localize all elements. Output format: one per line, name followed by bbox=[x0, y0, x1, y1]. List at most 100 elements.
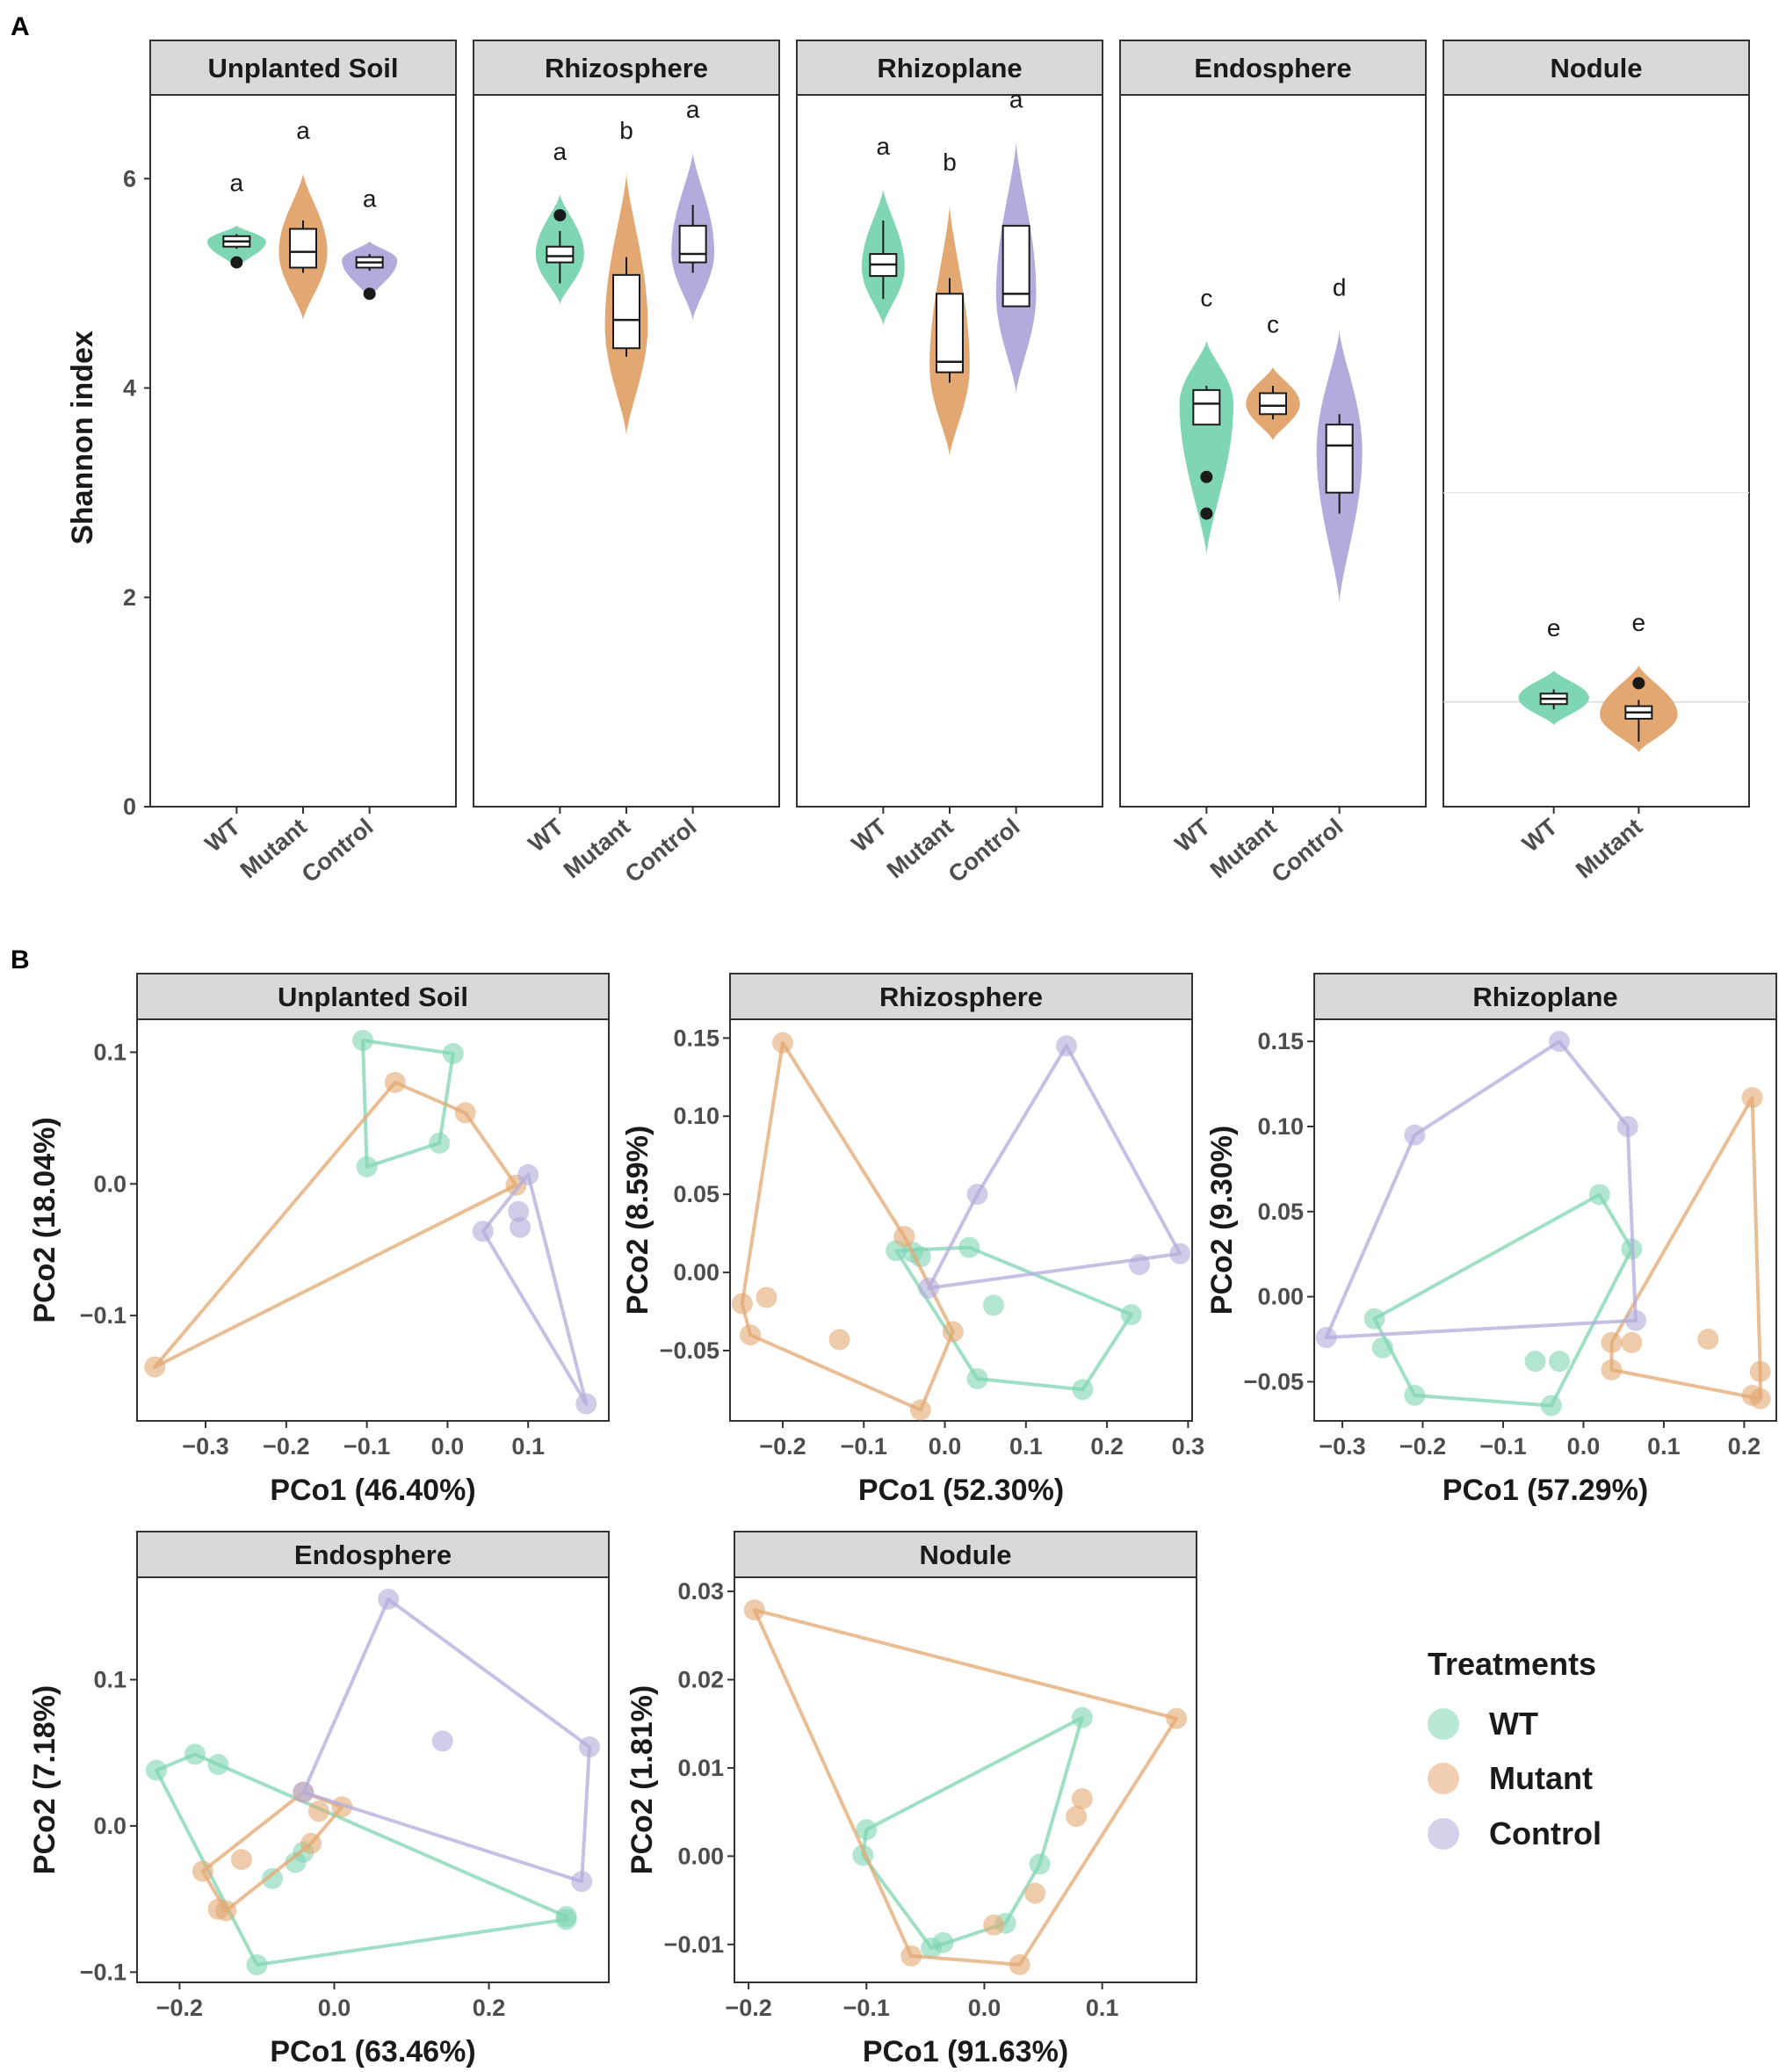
plot-area bbox=[136, 1018, 610, 1422]
facet-title: Nodule bbox=[919, 1540, 1011, 1570]
facet-panel bbox=[1443, 94, 1750, 808]
hull-wt bbox=[894, 1245, 1133, 1392]
significance-letter: e bbox=[1547, 614, 1561, 641]
legend-key-wt bbox=[1428, 1708, 1459, 1740]
facet-panel bbox=[1119, 94, 1427, 808]
point-wt bbox=[146, 1759, 168, 1781]
point-mutant bbox=[983, 1914, 1005, 1936]
point-wt bbox=[442, 1042, 464, 1064]
point-wt bbox=[207, 1754, 229, 1776]
point-mutant bbox=[307, 1800, 329, 1822]
x-tick-label: 0.0 bbox=[929, 1433, 962, 1460]
facet-title: Endosphere bbox=[1194, 53, 1351, 83]
point-control bbox=[1624, 1309, 1646, 1331]
point-control bbox=[571, 1871, 593, 1893]
significance-letter: d bbox=[1333, 274, 1347, 301]
x-tick-label: 0.1 bbox=[511, 1433, 545, 1460]
outlier-point bbox=[1632, 677, 1645, 690]
y-tick-label: 0.1 bbox=[93, 1666, 127, 1692]
treatments-legend: Treatments WT Mutant Control bbox=[1428, 1646, 1602, 1851]
x-tick-label: 0.3 bbox=[1172, 1433, 1205, 1460]
point-mutant bbox=[1697, 1329, 1719, 1351]
facet-strip bbox=[149, 40, 457, 96]
point-wt bbox=[555, 1909, 577, 1931]
point-mutant bbox=[215, 1900, 237, 1922]
x-tick-label: −0.2 bbox=[156, 1995, 203, 2021]
plot-area bbox=[729, 1018, 1193, 1422]
point-wt bbox=[856, 1819, 878, 1841]
point-mutant bbox=[756, 1286, 777, 1308]
pcoa-rhizoplane: Rhizoplane −0.3 −0.2 −0.1 0.0 0.1 0.2 −0.05 0.00… bbox=[1205, 973, 1777, 1507]
point-mutant bbox=[230, 1849, 252, 1871]
panel-a-violins: 0 2 4 6 Shannon index Unplanted Soil a WT a Mutan… bbox=[66, 40, 1750, 888]
pcoa-endosphere: Endosphere −0.2 0.0 0.2 −0.1 0.0 0.1 PCo1 (63.4… bbox=[28, 1531, 610, 2068]
x-axis-title: PCo1 (52.30%) bbox=[858, 1474, 1064, 1507]
point-wt bbox=[1549, 1351, 1571, 1373]
point-mutant bbox=[1741, 1087, 1763, 1109]
significance-letter: c bbox=[1200, 285, 1212, 312]
point-mutant bbox=[1601, 1331, 1623, 1353]
point-wt bbox=[1540, 1395, 1562, 1416]
facet-strip bbox=[729, 973, 1193, 1020]
x-tick-label: −0.2 bbox=[263, 1433, 309, 1460]
x-axis-title: PCo1 (91.63%) bbox=[863, 2035, 1068, 2068]
point-mutant bbox=[1009, 1953, 1030, 1975]
box bbox=[612, 273, 640, 350]
x-tick-label: −0.2 bbox=[1399, 1433, 1446, 1460]
x-tick-label: 0.0 bbox=[318, 1995, 351, 2021]
point-wt bbox=[246, 1954, 268, 1976]
facet-nodule: Nodule e WT e Mutant bbox=[1443, 40, 1750, 883]
point-control bbox=[431, 1730, 453, 1752]
point-wt bbox=[1071, 1706, 1093, 1728]
y-tick-label: 0 bbox=[123, 793, 136, 820]
hull-control bbox=[481, 1172, 589, 1406]
x-tick-label: WT bbox=[524, 813, 569, 857]
facet-strip bbox=[473, 40, 780, 96]
outlier-point bbox=[553, 208, 567, 221]
point-mutant bbox=[192, 1860, 213, 1882]
panel-a-label: A bbox=[11, 12, 30, 41]
y-tick-label: 0.15 bbox=[673, 1025, 719, 1051]
facet-strip bbox=[734, 1531, 1197, 1578]
point-control bbox=[472, 1221, 494, 1242]
y-tick-label: −0.05 bbox=[1244, 1368, 1304, 1395]
x-tick-label: WT bbox=[1517, 813, 1563, 857]
facet-strip bbox=[136, 973, 610, 1020]
point-wt bbox=[1072, 1379, 1094, 1401]
y-axis-title: PCo2 (7.18%) bbox=[28, 1685, 61, 1874]
y-tick-label: −0.1 bbox=[80, 1959, 127, 1985]
y-axis-title: PCo2 (9.30%) bbox=[1205, 1126, 1239, 1315]
point-mutant bbox=[771, 1032, 793, 1054]
x-tick-label: 0.1 bbox=[1009, 1433, 1043, 1460]
y-tick-label: 0.01 bbox=[677, 1755, 724, 1781]
facet-title: Rhizoplane bbox=[877, 53, 1022, 83]
point-wt bbox=[1524, 1351, 1546, 1373]
y-tick-label: 0.03 bbox=[677, 1578, 724, 1605]
x-tick-label: 0.2 bbox=[1090, 1433, 1124, 1460]
outlier-point bbox=[230, 256, 243, 269]
significance-letter: a bbox=[686, 96, 700, 123]
point-wt bbox=[966, 1367, 988, 1389]
point-control bbox=[1169, 1242, 1191, 1264]
significance-letter: a bbox=[363, 185, 377, 212]
point-control bbox=[1055, 1035, 1077, 1057]
y-tick-label: 0.0 bbox=[93, 1170, 127, 1197]
pcoa-rhizosphere: Rhizosphere −0.2 −0.1 0.0 0.1 0.2 0.3 −0.05 0.00… bbox=[621, 973, 1205, 1507]
significance-letter: a bbox=[877, 133, 891, 160]
point-control bbox=[508, 1200, 530, 1222]
point-control bbox=[966, 1184, 988, 1206]
y-tick-label: 0.05 bbox=[673, 1181, 719, 1207]
outlier-point bbox=[363, 287, 376, 301]
x-tick-label: WT bbox=[847, 813, 893, 857]
point-control bbox=[378, 1588, 400, 1610]
facet-strip bbox=[1443, 40, 1750, 96]
pcoa-unplanted-soil: Unplanted Soil −0.3 −0.2 −0.1 0.0 0.1 −0.1 0.0 0… bbox=[28, 973, 610, 1507]
significance-letter: b bbox=[943, 149, 957, 176]
x-tick-label: Control bbox=[944, 814, 1025, 888]
x-tick-label: Control bbox=[1267, 814, 1349, 888]
y-tick-label: −0.05 bbox=[660, 1337, 719, 1364]
y-tick-label: 0.0 bbox=[93, 1813, 127, 1839]
x-tick-label: WT bbox=[1170, 813, 1216, 857]
